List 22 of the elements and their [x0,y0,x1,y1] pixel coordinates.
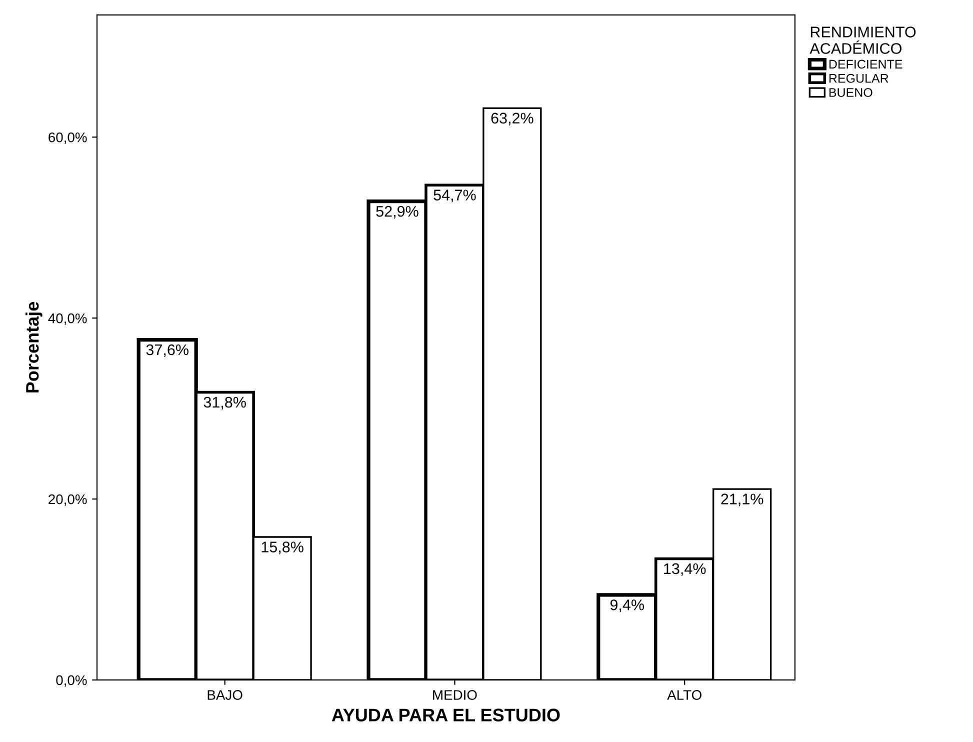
data-label: 52,9% [376,206,418,219]
x-tick-label: ALTO [667,690,702,700]
data-label: 37,6% [146,344,188,357]
data-label: 31,8% [204,396,246,410]
data-label: 63,2% [491,112,534,126]
data-label: 54,7% [434,190,476,202]
legend-label: BUENO [829,88,872,97]
y-tick-label: 60,0% [48,132,87,144]
data-label: 21,1% [721,494,764,506]
y-tick-label: 20,0% [48,494,87,506]
legend-label: REGULAR [829,74,888,83]
x-axis-title: AYUDA PARA EL ESTUDIO [332,708,560,722]
y-axis-title: Porcentaje [26,302,42,392]
data-label: 13,4% [664,563,706,576]
x-tick-label: BAJO [208,690,242,700]
x-tick-label: MEDIO [433,690,477,700]
legend-title: RENDIMIENTO ACADÉMICO [810,26,916,54]
y-tick-label: 40,0% [48,313,87,325]
legend-label: DEFICIENTE [829,60,902,69]
data-label: 15,8% [262,542,304,554]
data-label: 9,4% [610,599,644,612]
y-tick-label: 0,0% [56,675,87,687]
